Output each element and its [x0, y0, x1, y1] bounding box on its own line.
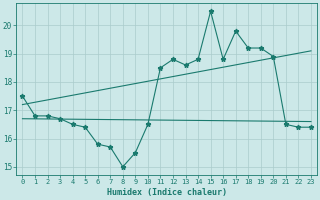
- X-axis label: Humidex (Indice chaleur): Humidex (Indice chaleur): [107, 188, 227, 197]
